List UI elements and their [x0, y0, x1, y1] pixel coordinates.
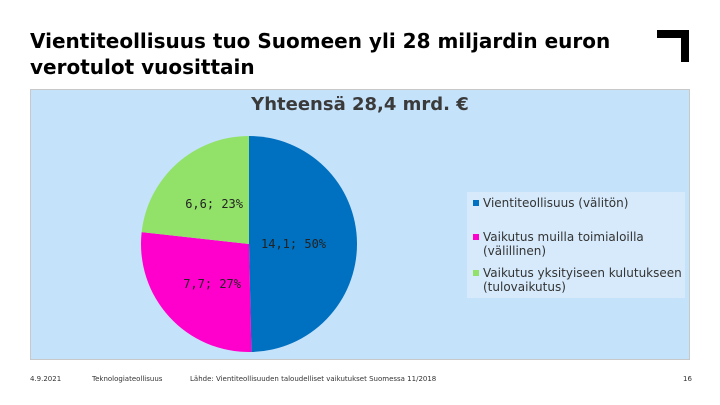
- chart-area: Yhteensä 28,4 mrd. € 14,1; 50% 7,7; 27% 6,…: [30, 89, 690, 360]
- corner-bracket-logo: [657, 30, 689, 62]
- legend-swatch-1: [473, 200, 479, 206]
- slide-title: Vientiteollisuus tuo Suomeen yli 28 milj…: [30, 29, 611, 79]
- legend-swatch-3: [473, 270, 479, 276]
- legend-label-3: Vaikutus yksityiseen kulutukseen (tulova…: [483, 266, 682, 294]
- pie-slice-3: [141, 136, 249, 244]
- footer-date: 4.9.2021: [30, 375, 62, 383]
- chart-legend: Vientiteollisuus (välitön) Vaikutus muill…: [467, 192, 685, 298]
- pie-slice-1: [249, 136, 358, 352]
- footer-source: Lähde: Vientiteollisuuden taloudelliset …: [190, 375, 437, 383]
- legend-item-3: Vaikutus yksityiseen kulutukseen (tulova…: [473, 266, 683, 294]
- data-label-2: 7,7; 27%: [183, 277, 242, 291]
- pie-slice-2: [140, 232, 252, 352]
- legend-label-1: Vientiteollisuus (välitön): [483, 196, 629, 210]
- legend-item-1: Vientiteollisuus (välitön): [473, 196, 683, 210]
- footer-org: Teknologiateollisuus: [92, 375, 163, 383]
- data-label-1: 14,1; 50%: [261, 237, 327, 251]
- page-number: 16: [683, 375, 692, 383]
- chart-title: Yhteensä 28,4 mrd. €: [251, 94, 469, 115]
- legend-label-2: Vaikutus muilla toimialoilla (välillinen…: [483, 230, 644, 258]
- legend-item-2: Vaikutus muilla toimialoilla (välillinen…: [473, 230, 683, 258]
- data-label-3: 6,6; 23%: [185, 197, 244, 211]
- legend-swatch-2: [473, 234, 479, 240]
- pie-chart: 14,1; 50% 7,7; 27% 6,6; 23%: [140, 136, 358, 352]
